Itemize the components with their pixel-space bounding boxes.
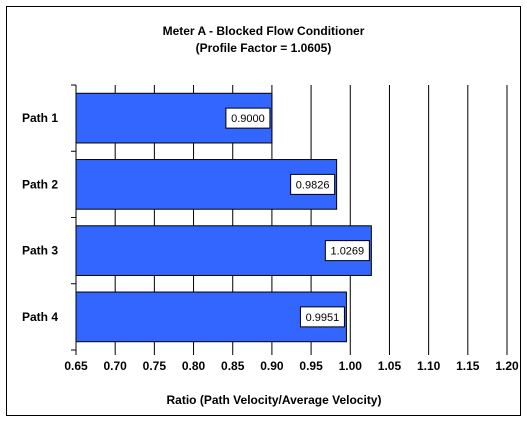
x-tick-label: 1.05 [378,359,402,373]
x-tick-label: 0.90 [260,359,284,373]
data-label-box [299,306,345,328]
x-tick-label: 0.65 [64,359,88,373]
x-tick-label: 1.15 [456,359,480,373]
x-tick-label: 1.20 [495,359,519,373]
x-axis-title: Ratio (Path Velocity/Average Velocity) [167,393,382,407]
chart-border [6,6,521,416]
chart-title: Meter A - Blocked Flow Conditioner [163,24,365,38]
category-label: Path 1 [22,111,58,125]
data-label: 0.9951 [306,312,340,324]
data-label-box [290,173,336,195]
x-tick-label: 0.80 [182,359,206,373]
data-label: 0.9000 [231,113,265,125]
category-label: Path 3 [22,244,58,258]
x-tick-label: 0.95 [299,359,323,373]
category-label: Path 4 [22,310,58,324]
x-tick-label: 0.75 [143,359,167,373]
x-tick-label: 1.10 [417,359,441,373]
data-label: 1.0269 [331,246,365,258]
chart-subtitle: (Profile Factor = 1.0605) [196,41,332,55]
data-label-box [324,240,370,262]
data-label: 0.9826 [296,179,330,191]
data-label-box [225,107,271,129]
x-tick-label: 0.85 [221,359,245,373]
axis-layer: 0.65 0.70 0.75 0.80 0.85 0.90 0.95 1.00 1.05 1.10… [64,84,519,373]
label-layer: Path 1 0.9000 Path 2 0.9826 Path 3 1.0269 Path… [22,107,370,328]
category-label: Path 2 [22,177,58,191]
x-tick-label: 1.00 [339,359,363,373]
x-tick-label: 0.70 [104,359,128,373]
